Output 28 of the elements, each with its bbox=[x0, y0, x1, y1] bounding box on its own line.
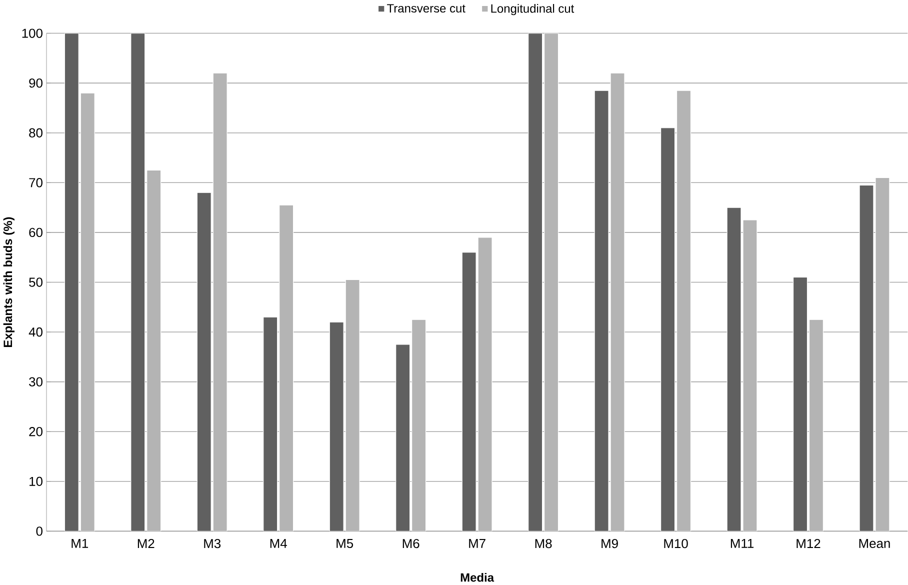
x-tick-label: M11 bbox=[730, 538, 754, 548]
x-tick-label: M9 bbox=[602, 538, 618, 548]
x-axis-title: Media bbox=[460, 572, 494, 582]
x-tick-label: M5 bbox=[336, 538, 354, 548]
x-tick-label: M7 bbox=[469, 538, 486, 548]
x-tick-label: M6 bbox=[402, 538, 420, 548]
y-tick-label: 60 bbox=[29, 228, 42, 238]
y-tick-label: 100 bbox=[22, 28, 42, 38]
y-tick-label: 20 bbox=[29, 426, 42, 436]
x-tick-label: M2 bbox=[138, 538, 154, 548]
y-tick-label: 40 bbox=[28, 327, 42, 337]
y-tick-label: 10 bbox=[30, 476, 42, 486]
x-tick-label: Mean bbox=[859, 538, 890, 548]
y-tick-label: 80 bbox=[29, 128, 42, 138]
legend-label: Longitudinal cut bbox=[491, 4, 574, 16]
y-axis-title: Explants with buds (%) bbox=[3, 217, 14, 347]
y-tick-label: 50 bbox=[29, 278, 42, 287]
y-tick-label: 30 bbox=[29, 377, 42, 386]
x-tick-label: M10 bbox=[664, 538, 688, 548]
x-tick-label: M8 bbox=[535, 538, 552, 548]
y-tick-label: 70 bbox=[29, 178, 42, 188]
x-tick-label: M3 bbox=[204, 538, 221, 548]
legend-label: Transverse cut bbox=[387, 4, 466, 13]
y-tick-label: 90 bbox=[29, 78, 42, 88]
x-tick-label: M12 bbox=[796, 538, 820, 548]
y-tick-label: 0 bbox=[36, 526, 42, 536]
x-tick-label: M4 bbox=[270, 538, 287, 548]
x-tick-label: M1 bbox=[72, 538, 88, 548]
